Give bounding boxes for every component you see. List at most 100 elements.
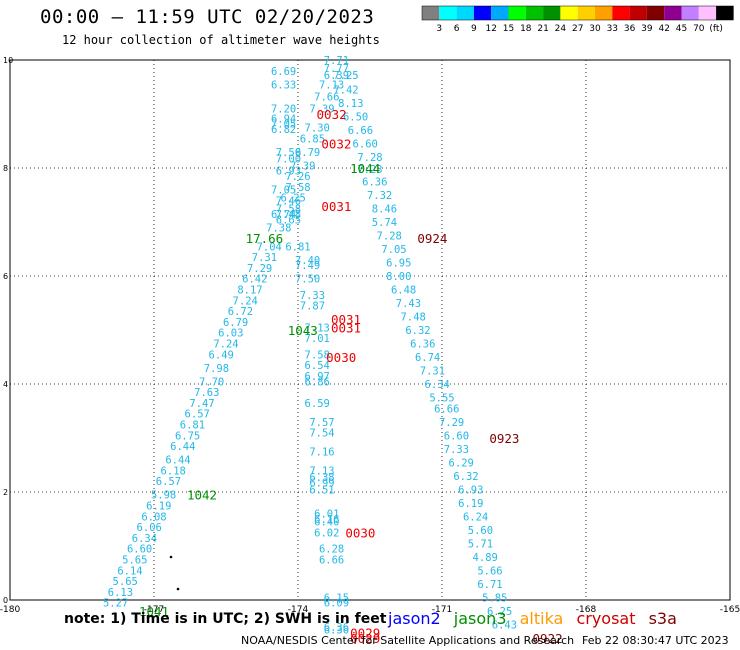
- wave-height-label: 6.08: [141, 511, 166, 523]
- wave-height-label: 7.13: [319, 79, 344, 91]
- wave-height-label: 6.74: [415, 352, 440, 364]
- wave-height-label: 6.42: [242, 274, 267, 286]
- sat-label-s3a: s3a: [648, 609, 677, 628]
- wave-height-label: 7.29: [439, 417, 464, 429]
- plot-frame: [9, 59, 731, 601]
- wave-height-label: 6.32: [405, 325, 430, 337]
- wave-height-label: 7.42: [333, 85, 358, 97]
- y-tick-label: 10: [3, 56, 13, 65]
- wave-height-label: 7.24: [233, 295, 258, 307]
- wave-height-label: 6.44: [170, 441, 195, 453]
- color-scale-label: 30: [589, 24, 601, 34]
- wave-height-label: 6.66: [434, 403, 459, 415]
- color-scale-swatch: [439, 6, 457, 20]
- color-scale-label: 21: [537, 24, 548, 34]
- wave-height-label: 6.43: [492, 619, 517, 631]
- pass-time-label: 0922: [533, 631, 563, 646]
- color-scale-swatch: [646, 6, 665, 20]
- pass-time-label: 1043: [288, 323, 318, 338]
- wave-height-label: 7.98: [204, 363, 229, 375]
- wave-height-label: 5.74: [372, 217, 397, 229]
- wave-height-label: 6.44: [165, 455, 190, 467]
- wave-height-label: 7.05: [271, 119, 296, 131]
- wave-height-label: 7.13: [305, 322, 330, 334]
- wave-height-label: 7.33: [300, 290, 325, 302]
- pass-time-label: 0031: [331, 320, 361, 335]
- wave-height-label: 7.39: [290, 160, 315, 172]
- wave-height-label: 6.75: [175, 430, 200, 442]
- wave-height-label: 6.99: [309, 477, 334, 489]
- wave-height-label: 6.09: [324, 598, 349, 610]
- wave-height-label: 5.65: [122, 555, 147, 567]
- pass-time-label: 0923: [489, 431, 519, 446]
- wave-height-label: 7.28: [357, 152, 382, 164]
- sat-label-jason2: jason2: [388, 609, 441, 628]
- chart-title: 00:00 – 11:59 UTC 02/20/2023: [40, 6, 375, 28]
- wave-height-label: 7.04: [257, 241, 282, 253]
- color-scale-swatch: [473, 6, 492, 20]
- wave-height-label: 6.81: [285, 241, 310, 253]
- wave-height-label: 7.66: [314, 92, 339, 104]
- wave-height-label: 8.13: [338, 98, 363, 110]
- sat-label-jason3: jason3: [453, 609, 507, 628]
- pass-time-label: 0032: [321, 137, 351, 152]
- wave-height-label: 7.39: [309, 104, 334, 116]
- wave-height-label: 6.36: [324, 625, 349, 637]
- wave-height-label: 6.54: [305, 360, 330, 372]
- color-scale-swatch: [456, 6, 474, 20]
- pass-time-label: 1044: [350, 161, 380, 176]
- wave-height-label: 7.26: [285, 171, 310, 183]
- wave-height-label: 7.38: [266, 222, 291, 234]
- color-scale-swatch: [612, 6, 630, 20]
- y-tick-label: 2: [3, 488, 8, 497]
- wave-height-label: 6.66: [319, 555, 344, 567]
- wave-height-label: 7.25: [333, 70, 358, 82]
- wave-height-label: 6.60: [127, 544, 152, 556]
- wave-height-label: 6.79: [223, 317, 248, 329]
- wave-height-label: 7.00: [276, 153, 301, 165]
- wave-height-label: 7.43: [396, 298, 421, 310]
- wave-height-label: 6.65: [276, 214, 301, 226]
- wave-height-label: 6.79: [295, 147, 320, 159]
- satellite-legend: jason2 jason3 altika cryosat s3a: [388, 609, 685, 628]
- color-scale-swatch: [508, 6, 526, 20]
- color-scale-swatch: [560, 6, 578, 20]
- wave-height-label: 6.93: [276, 166, 301, 178]
- wave-height-label: 6.57: [156, 476, 181, 488]
- wave-height-label: 7.87: [300, 301, 325, 313]
- wave-height-label: 6.66: [348, 125, 373, 137]
- pass-time-label: 17.66: [246, 231, 284, 246]
- color-scale-border: [421, 5, 734, 21]
- wave-height-label: 7.40: [295, 255, 320, 267]
- wave-height-label: 6.16: [314, 514, 339, 526]
- wave-height-label: 6.36: [410, 339, 435, 351]
- color-scale-swatch: [595, 6, 613, 20]
- pass-time-label: 0030: [345, 526, 375, 541]
- wave-height-label: 6.71: [477, 579, 502, 591]
- track-dot: [169, 555, 173, 559]
- x-tick-label: -168: [576, 605, 597, 615]
- pass-time-label: 0030: [326, 350, 356, 365]
- wave-height-label: 7.31: [420, 366, 445, 378]
- wave-height-label: 6.33: [271, 79, 296, 91]
- color-scale-label: 15: [503, 24, 514, 34]
- wave-height-label: 6.95: [386, 258, 411, 270]
- sat-label-cryosat: cryosat: [576, 609, 636, 628]
- color-scale-label: 3: [436, 24, 442, 34]
- pass-time-label: 0029: [350, 625, 380, 640]
- wave-height-label: 7.46: [276, 195, 301, 207]
- track-dot: [176, 587, 180, 591]
- wave-height-label: 7.20: [271, 104, 296, 116]
- wave-height-label: 6.50: [343, 112, 368, 124]
- wave-height-label: 7.28: [377, 231, 402, 243]
- wave-height-label: 5.98: [151, 490, 176, 502]
- color-scale-swatch: [698, 6, 717, 20]
- wave-height-label: 6.85: [300, 133, 325, 145]
- wave-height-label: 7.05: [381, 244, 406, 256]
- color-scale-label: 36: [624, 24, 636, 34]
- wave-height-label: 6.93: [458, 484, 483, 496]
- color-scale-label: 18: [520, 24, 532, 34]
- wave-height-label: 6.81: [180, 420, 205, 432]
- wave-height-label: 6.24: [463, 511, 488, 523]
- wave-height-label: 6.06: [137, 522, 162, 534]
